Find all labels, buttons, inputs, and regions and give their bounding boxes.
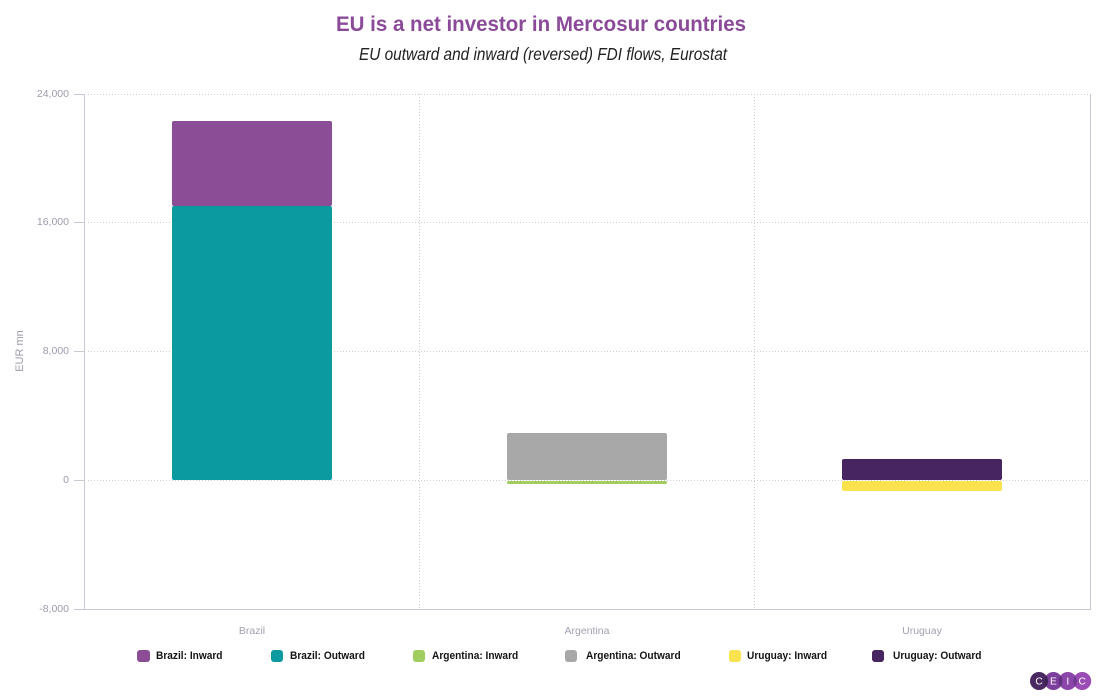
svg-text:I: I [1066,677,1069,688]
svg-text:C: C [1035,677,1042,688]
svg-text:C: C [1079,677,1086,688]
svg-text:E: E [1050,677,1057,688]
